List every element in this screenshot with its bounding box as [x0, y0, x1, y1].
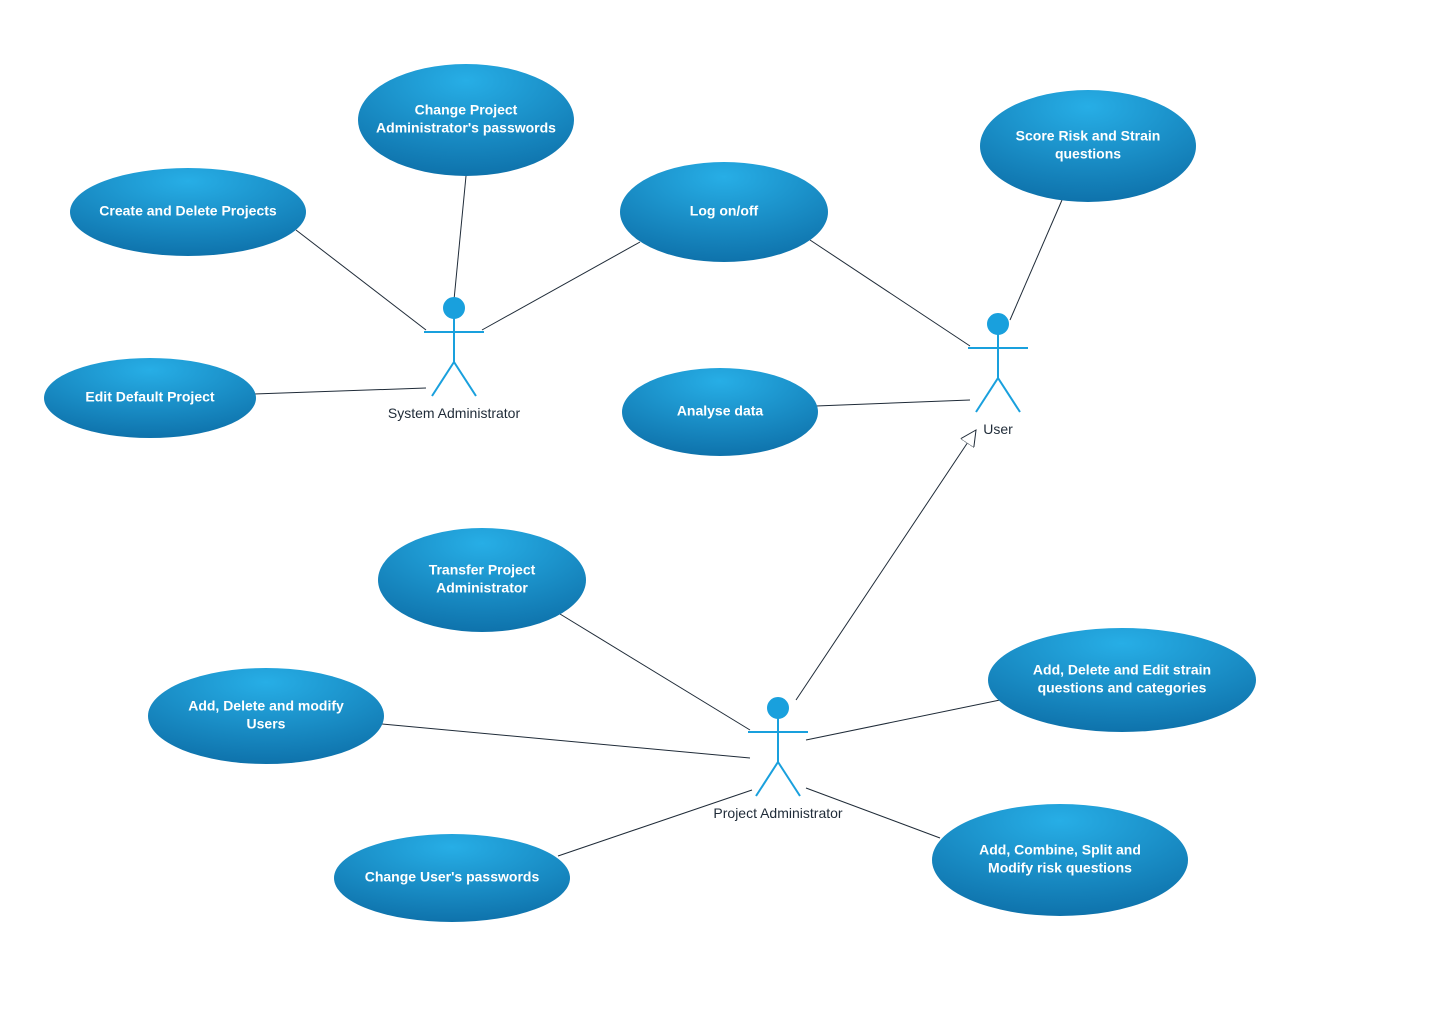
uc-change-user-pw: Change User's passwords [334, 834, 570, 922]
edge-actor-projadmin-actor-user [796, 430, 976, 700]
uc-add-combine-split-label-line-1: Modify risk questions [988, 860, 1132, 876]
edge-actor-sysadmin-uc-change-proj-admin-pw [454, 176, 466, 300]
actor-sysadmin-label: System Administrator [388, 405, 521, 421]
edge-actor-projadmin-uc-transfer-proj-admin [560, 614, 750, 730]
edge-actor-projadmin-uc-add-edit-strain [806, 700, 1000, 740]
uc-change-proj-admin-pw-label-line-0: Change Project [415, 102, 518, 118]
uc-create-delete-projects: Create and Delete Projects [70, 168, 306, 256]
actor-projadmin-head-icon [768, 698, 788, 718]
uc-analyse-data: Analyse data [622, 368, 818, 456]
edge-actor-user-uc-analyse-data [816, 400, 970, 406]
edges-layer [254, 176, 1062, 856]
uc-add-combine-split: Add, Combine, Split and Modify risk quest… [932, 804, 1188, 916]
uc-add-edit-strain-label-line-0: Add, Delete and Edit strain [1033, 662, 1211, 678]
uc-edit-default-project: Edit Default Project [44, 358, 256, 438]
uc-add-delete-modify-users-label-line-0: Add, Delete and modify [188, 698, 344, 714]
uc-score-risk-strain-label-line-1: questions [1055, 146, 1121, 162]
uc-change-proj-admin-pw-label-line-1: Administrator's passwords [376, 120, 556, 136]
uc-log-on-off: Log on/off [620, 162, 828, 262]
edge-actor-sysadmin-uc-log-on-off [482, 242, 640, 330]
uc-add-edit-strain: Add, Delete and Edit strain questions and… [988, 628, 1256, 732]
edge-actor-projadmin-uc-add-delete-modify-users [382, 724, 750, 758]
uc-score-risk-strain: Score Risk and Strain questions [980, 90, 1196, 202]
edge-actor-projadmin-uc-change-user-pw [558, 790, 752, 856]
usecases-layer: Change ProjectAdministrator's passwordsC… [44, 64, 1256, 922]
uc-add-edit-strain-label-line-1: questions and categories [1038, 680, 1207, 696]
usecase-diagram: Change ProjectAdministrator's passwordsC… [0, 0, 1444, 1010]
uc-change-user-pw-label-line-0: Change User's passwords [365, 869, 540, 885]
actor-projadmin: Project Administrator [713, 698, 842, 821]
actor-projadmin-label: Project Administrator [713, 805, 842, 821]
actor-sysadmin-head-icon [444, 298, 464, 318]
edge-actor-sysadmin-uc-create-delete-projects [296, 230, 426, 330]
uc-transfer-proj-admin-label-line-0: Transfer Project [429, 562, 536, 578]
uc-add-delete-modify-users: Add, Delete and modify Users [148, 668, 384, 764]
actor-user-label: User [983, 421, 1013, 437]
uc-add-combine-split-label-line-0: Add, Combine, Split and [979, 842, 1141, 858]
uc-transfer-proj-admin-label-line-1: Administrator [436, 580, 528, 596]
uc-add-delete-modify-users-label-line-1: Users [247, 716, 286, 732]
uc-create-delete-projects-label-line-0: Create and Delete Projects [99, 203, 277, 219]
uc-score-risk-strain-label-line-0: Score Risk and Strain [1016, 128, 1161, 144]
uc-edit-default-project-label-line-0: Edit Default Project [85, 389, 214, 405]
edge-actor-user-uc-score-risk-strain [1010, 200, 1062, 320]
uc-change-proj-admin-pw: Change Project Administrator's passwords [358, 64, 574, 176]
edge-actor-sysadmin-uc-edit-default-project [254, 388, 426, 394]
edge-actor-user-uc-log-on-off [810, 240, 970, 346]
uc-transfer-proj-admin: Transfer Project Administrator [378, 528, 586, 632]
actor-user: User [968, 314, 1028, 437]
uc-log-on-off-label-line-0: Log on/off [690, 203, 759, 219]
actor-user-head-icon [988, 314, 1008, 334]
uc-analyse-data-label-line-0: Analyse data [677, 403, 764, 419]
